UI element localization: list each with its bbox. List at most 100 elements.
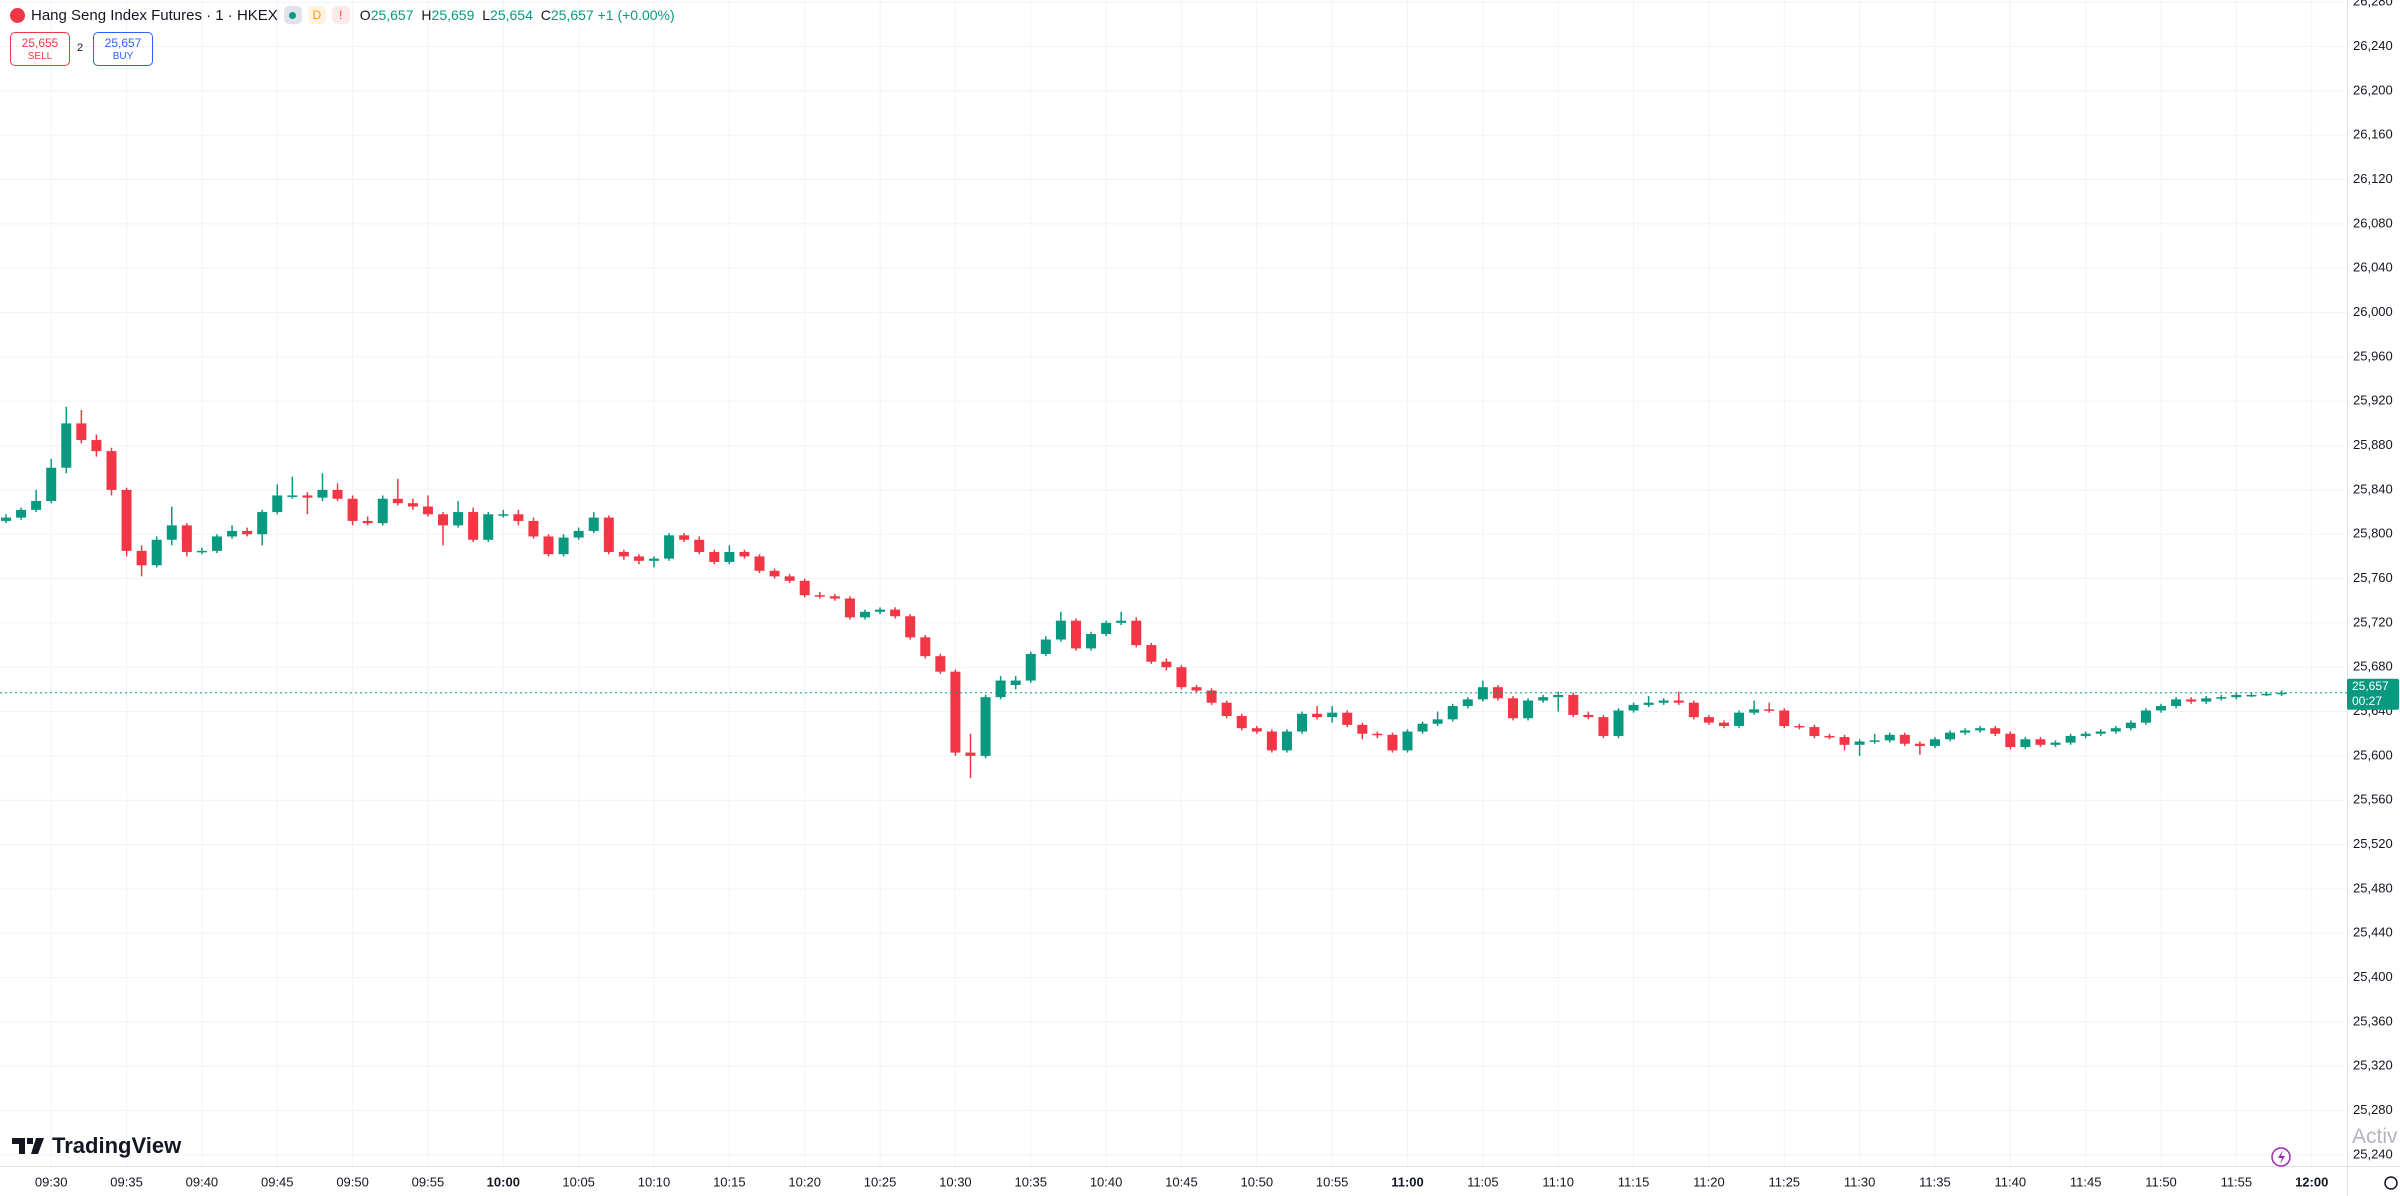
logo[interactable]: TradingView [12, 1133, 181, 1159]
candle-body [558, 537, 569, 555]
candle-body [1960, 730, 1971, 733]
candle-body [995, 680, 1006, 698]
candle-body [498, 514, 509, 516]
x-tick-label: 10:25 [864, 1174, 897, 1189]
candle-body [1, 517, 11, 521]
candle-body [121, 489, 132, 551]
candle-body [1236, 716, 1247, 729]
candle-body [1583, 714, 1594, 718]
last-price-box [2347, 678, 2399, 710]
candle-body [407, 503, 418, 507]
y-tick-label: 26,040 [2353, 260, 2393, 275]
logo-icon [12, 1138, 44, 1154]
y-tick-label: 25,760 [2353, 570, 2393, 585]
x-tick-label: 11:20 [1693, 1174, 1725, 1189]
candle-body [136, 550, 147, 566]
candle-body [257, 512, 268, 535]
lightning-button [2271, 1147, 2291, 1167]
sell-button[interactable]: 25,655 SELL [10, 32, 70, 66]
candle-body [2125, 722, 2136, 729]
candle-body [2005, 733, 2016, 748]
y-tick-label: 25,960 [2353, 348, 2393, 363]
candle-body [1538, 697, 1549, 701]
y-tick-label: 25,680 [2353, 659, 2393, 674]
candle-body [664, 535, 675, 559]
candle-body [2095, 731, 2106, 734]
x-tick-label: 11:10 [1542, 1174, 1574, 1189]
candle-body [890, 609, 901, 617]
candle-body [1146, 645, 1157, 662]
candle-body [799, 580, 810, 596]
x-tick-label: 10:45 [1165, 1174, 1198, 1189]
y-tick-label: 25,480 [2353, 880, 2393, 895]
candle-body [769, 570, 780, 577]
candle-body [1161, 661, 1172, 668]
candle-body [754, 556, 765, 571]
candle-body [1794, 725, 1805, 728]
candle-body [91, 440, 102, 452]
candle-body [1055, 620, 1066, 640]
candle-body [1613, 710, 1624, 736]
market-status[interactable] [283, 6, 302, 24]
candle-body [1568, 694, 1579, 715]
candle-body [151, 539, 162, 566]
lightning-icon [2278, 1150, 2285, 1164]
candle-body [453, 512, 464, 526]
ohlc-key: O [359, 7, 371, 23]
candle-body [875, 609, 886, 612]
sell-label: SELL [27, 51, 53, 62]
candle-body [1929, 739, 1940, 746]
candle-body [181, 525, 192, 552]
badge[interactable]: D [307, 6, 326, 24]
candle-body [2065, 735, 2076, 743]
candle-body [1372, 733, 1383, 736]
candle-body [347, 498, 358, 521]
x-tick-label: 10:55 [1316, 1174, 1349, 1189]
candle-body [1432, 719, 1443, 724]
candle-body [106, 451, 117, 490]
y-tick-label: 25,600 [2353, 747, 2393, 762]
watermark: Activ [2352, 1125, 2398, 1148]
candle-body [784, 576, 795, 581]
candle-body [1914, 743, 1925, 746]
candle-body [1553, 694, 1564, 698]
candle-body [1628, 704, 1639, 711]
y-tick-label: 25,720 [2353, 614, 2393, 629]
y-tick-label: 26,120 [2353, 171, 2393, 186]
candle-body [1221, 702, 1232, 717]
candle-body [1025, 653, 1036, 681]
candle-body [1492, 687, 1503, 699]
buy-button[interactable]: 25,657 BUY [93, 32, 153, 66]
candle-body [1764, 709, 1775, 711]
y-tick-label: 25,920 [2353, 393, 2393, 408]
candle-body [1387, 734, 1398, 751]
ohlc-value: 25,654 [490, 7, 533, 23]
candle-body [1779, 710, 1790, 726]
last-price-label: 25,657 [2352, 679, 2389, 693]
x-tick-label: 09:30 [35, 1174, 68, 1189]
candle-body [1673, 700, 1684, 703]
candle-body [679, 535, 690, 540]
candle-body [1101, 622, 1112, 634]
symbol-title[interactable]: Hang Seng Index Futures · 1 · HKEX [31, 6, 278, 24]
candle-body [1824, 735, 1835, 738]
symbol-icon [10, 7, 25, 23]
candle-body [287, 495, 298, 497]
x-tick-label: 10:15 [713, 1174, 746, 1189]
settings-button [2384, 1176, 2398, 1190]
candle-body [317, 489, 328, 498]
candle-body [1508, 698, 1518, 719]
x-tick-label: 10:10 [638, 1174, 671, 1189]
x-tick-label: 09:40 [186, 1174, 219, 1189]
candle-body [1809, 727, 1820, 736]
candle-body [1945, 732, 1956, 740]
candle-body [829, 596, 840, 599]
x-tick-label: 11:05 [1467, 1174, 1499, 1189]
candle-body [2080, 733, 2091, 736]
ohlc-key: C [540, 7, 551, 23]
candle-body [302, 495, 313, 498]
candle-body [920, 637, 931, 657]
badge[interactable]: ! [331, 6, 350, 24]
candle-body [1899, 734, 1910, 744]
candle-body [633, 556, 644, 561]
